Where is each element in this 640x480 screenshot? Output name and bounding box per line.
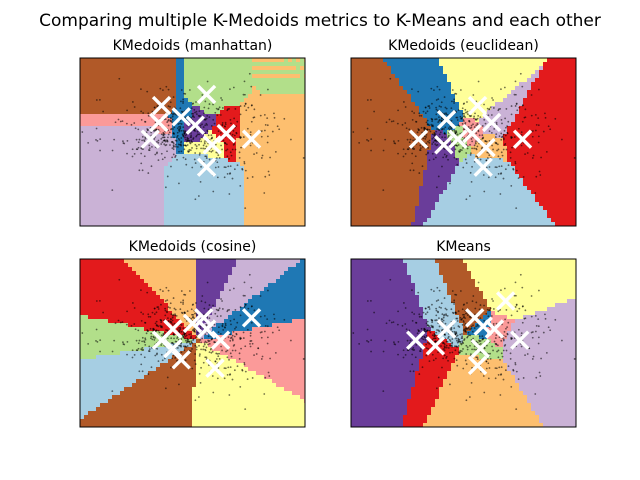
panel-title: KMeans bbox=[436, 239, 491, 255]
cluster-centers bbox=[140, 84, 262, 177]
cluster-centers bbox=[405, 291, 530, 376]
decision-regions bbox=[80, 58, 305, 226]
panel-4: KMeans bbox=[350, 239, 577, 428]
panel-2: KMedoids (euclidean) bbox=[350, 38, 577, 227]
center-marker bbox=[408, 129, 429, 149]
center-marker bbox=[448, 129, 468, 149]
center-marker bbox=[467, 355, 488, 376]
center-marker bbox=[476, 137, 496, 158]
center-marker bbox=[151, 95, 172, 116]
decision-regions bbox=[80, 259, 305, 427]
center-marker bbox=[196, 157, 217, 177]
center-marker bbox=[405, 330, 426, 350]
center-marker bbox=[140, 129, 161, 149]
center-marker bbox=[481, 112, 502, 133]
center-marker bbox=[510, 330, 530, 350]
center-marker bbox=[436, 109, 457, 130]
center-marker bbox=[151, 330, 172, 350]
plot-area bbox=[80, 58, 305, 226]
center-marker bbox=[196, 319, 217, 339]
center-marker bbox=[241, 129, 262, 149]
plot-area bbox=[351, 259, 576, 427]
center-marker bbox=[473, 157, 493, 177]
plot-area bbox=[351, 58, 576, 226]
center-marker bbox=[194, 308, 214, 328]
panel-title: KMedoids (euclidean) bbox=[388, 38, 539, 54]
panels: KMedoids (manhattan) KMedoids (euclidean)… bbox=[79, 38, 577, 428]
center-marker bbox=[171, 350, 191, 370]
center-marker bbox=[436, 319, 457, 339]
center-marker bbox=[171, 107, 191, 127]
plot-area bbox=[80, 259, 305, 427]
center-marker bbox=[512, 129, 533, 149]
center-marker bbox=[202, 135, 222, 155]
center-marker bbox=[185, 115, 206, 135]
decision-regions bbox=[351, 58, 576, 226]
panel-3: KMedoids (cosine) bbox=[79, 239, 306, 428]
panel-title: KMedoids (cosine) bbox=[129, 239, 257, 255]
panel-title: KMedoids (manhattan) bbox=[113, 38, 273, 54]
axes-frame bbox=[79, 258, 306, 428]
center-marker bbox=[484, 319, 505, 339]
axes-frame bbox=[350, 258, 577, 428]
axes-frame bbox=[79, 57, 306, 227]
center-marker bbox=[467, 95, 488, 116]
panel-1: KMedoids (manhattan) bbox=[79, 38, 306, 227]
center-marker bbox=[434, 135, 454, 155]
center-marker bbox=[149, 112, 169, 133]
axes-frame bbox=[350, 57, 577, 227]
center-marker bbox=[473, 316, 493, 336]
center-marker bbox=[210, 330, 231, 350]
cluster-centers bbox=[408, 95, 533, 177]
center-marker bbox=[196, 84, 217, 105]
center-marker bbox=[205, 358, 225, 378]
center-marker bbox=[470, 338, 491, 359]
figure-title: Comparing multiple K-Medoids metrics to … bbox=[39, 11, 601, 31]
center-marker bbox=[163, 338, 183, 359]
cluster-centers bbox=[151, 308, 262, 378]
center-marker bbox=[241, 308, 262, 328]
center-marker bbox=[425, 336, 446, 356]
center-marker bbox=[216, 123, 236, 144]
decision-regions bbox=[351, 259, 576, 427]
center-marker bbox=[182, 313, 203, 334]
center-marker bbox=[495, 291, 516, 311]
